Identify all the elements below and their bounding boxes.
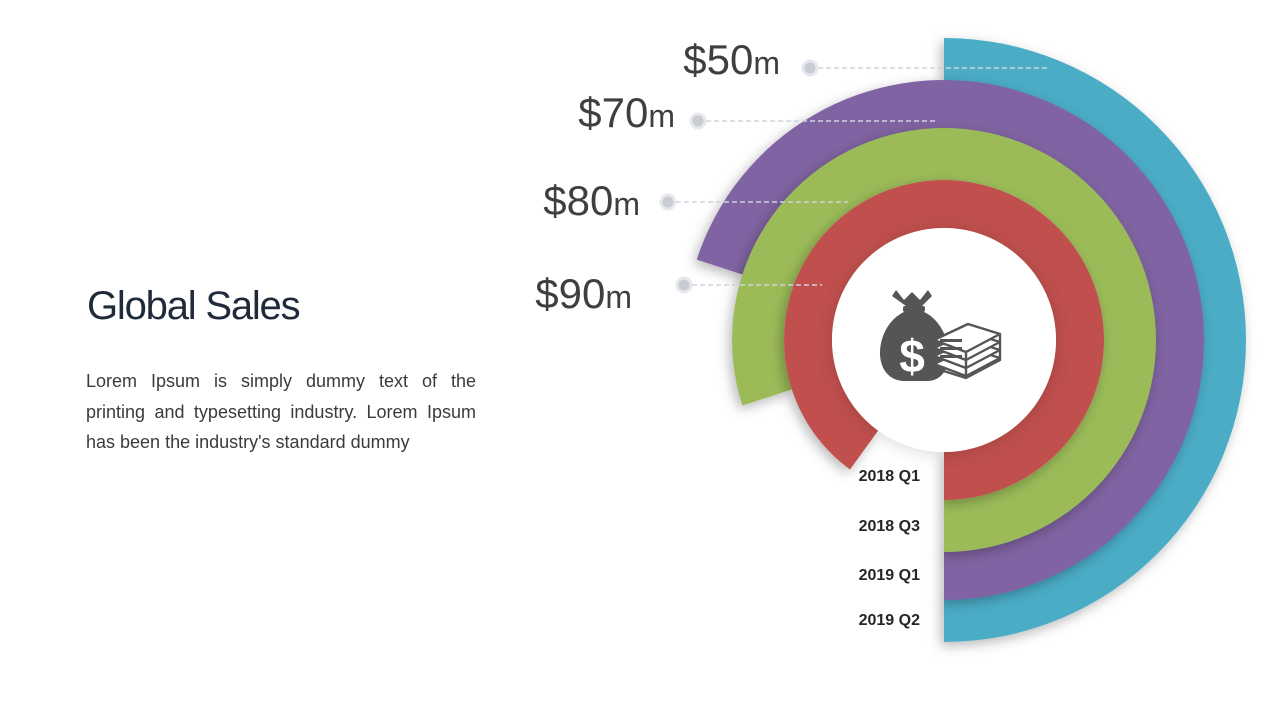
slide-body-text: Lorem Ipsum is simply dummy text of the … (86, 371, 476, 452)
value-label: $80m (543, 177, 640, 224)
chart-category-labels: 2018 Q1 2018 Q3 2019 Q1 2019 Q2 (859, 468, 920, 629)
value-label: $90m (535, 270, 632, 317)
chart-leader-lines (659, 59, 1048, 294)
chart-value-labels: $90m $80m $70m$50m (535, 36, 780, 317)
money-bag-and-cash-stack-icon: $ (879, 290, 1002, 382)
ring-bar-2018-q1 (784, 180, 1105, 500)
category-label: 2019 Q2 (859, 612, 920, 629)
leader-dot (675, 276, 693, 294)
leader-dot (689, 112, 707, 130)
ring-bar-2019-q2 (944, 38, 1246, 642)
category-label: 2018 Q1 (859, 468, 920, 485)
leader-dot (801, 59, 819, 77)
category-label: 2019 Q1 (859, 567, 920, 584)
value-label: $50m (683, 36, 780, 83)
slide-title: Global Sales (87, 284, 301, 328)
value-label: $70m (578, 89, 675, 136)
category-label: 2018 Q3 (859, 518, 920, 535)
leader-dot (659, 193, 677, 211)
svg-text:$: $ (899, 330, 925, 382)
